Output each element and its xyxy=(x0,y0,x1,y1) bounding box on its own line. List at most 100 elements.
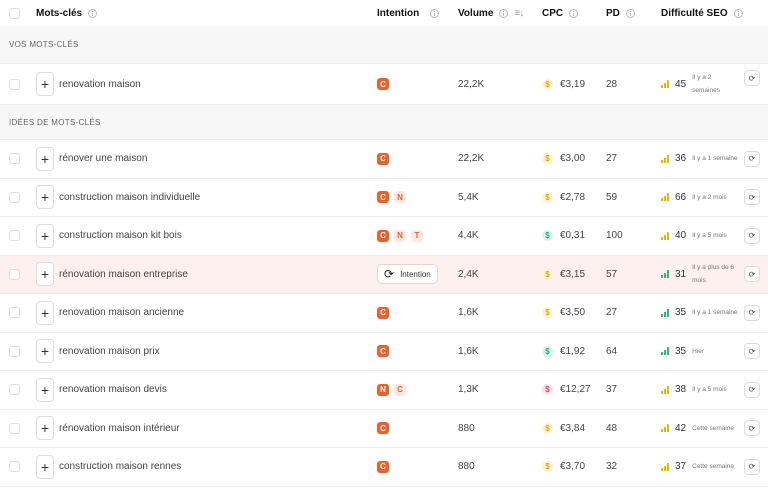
add-keyword-cell: + xyxy=(36,333,54,371)
updated-time: Hier xyxy=(692,347,705,355)
sort-descending-icon[interactable]: ≡↓ xyxy=(514,7,524,19)
intent-badge-c: C xyxy=(377,345,389,358)
intent-badge-n: N xyxy=(377,383,389,396)
keyword-text[interactable]: construction maison kit bois xyxy=(59,230,182,242)
refresh-button[interactable]: ⟳ xyxy=(744,304,760,321)
refresh-icon: ⟳ xyxy=(748,423,756,433)
refresh-button[interactable]: ⟳ xyxy=(744,420,760,437)
cpc-cell: $ €12,27 xyxy=(542,371,591,409)
add-keyword-button[interactable]: + xyxy=(36,185,54,210)
table-row[interactable]: + construction maison rennes C 880 $ €3,… xyxy=(0,448,768,487)
row-checkbox[interactable] xyxy=(9,307,20,319)
refresh-button[interactable]: ⟳ xyxy=(744,343,760,360)
column-pd-label: PD xyxy=(606,7,620,19)
column-seo-difficulty[interactable]: Difficulté SEO xyxy=(661,0,743,26)
add-keyword-button[interactable]: + xyxy=(36,416,54,441)
add-keyword-cell: + xyxy=(36,256,54,294)
row-checkbox[interactable] xyxy=(9,461,20,473)
refresh-button[interactable]: ⟳ xyxy=(744,381,760,398)
table-row[interactable]: + rénovation maison intérieur C 880 $ €3… xyxy=(0,409,768,448)
row-checkbox[interactable] xyxy=(9,345,20,357)
column-cpc-label: CPC xyxy=(542,7,564,19)
plus-icon: + xyxy=(40,343,50,360)
column-intent[interactable]: Intention xyxy=(377,0,440,26)
table-row[interactable]: + renovation maison C 22,2K $ €3,19 28 4… xyxy=(0,64,768,105)
add-keyword-button[interactable]: + xyxy=(36,300,54,325)
updated-time: Il y a 5 mois xyxy=(692,232,727,240)
refresh-button[interactable]: ⟳ xyxy=(744,150,760,167)
intent-badge-c: C xyxy=(377,306,389,319)
row-checkbox[interactable] xyxy=(9,153,20,165)
table-row[interactable]: + rénovation maison entreprise ⟳ Intentio… xyxy=(0,255,768,294)
row-checkbox[interactable] xyxy=(9,78,20,90)
volume-value: 880 xyxy=(458,461,475,473)
column-cpc[interactable]: CPC xyxy=(542,0,579,26)
refresh-button[interactable]: ⟳ xyxy=(744,458,760,475)
volume-value: 1,3K xyxy=(458,384,479,396)
add-keyword-button[interactable]: + xyxy=(36,339,54,364)
add-keyword-button[interactable]: + xyxy=(36,223,54,248)
row-checkbox[interactable] xyxy=(9,268,20,280)
info-icon[interactable] xyxy=(625,8,635,18)
row-checkbox[interactable] xyxy=(9,230,20,242)
info-icon[interactable] xyxy=(569,8,579,18)
table-row[interactable]: + renovation maison prix C 1,6K $ €1,92 … xyxy=(0,332,768,371)
refresh-button[interactable]: ⟳ xyxy=(744,266,760,283)
add-keyword-button[interactable]: + xyxy=(36,146,54,171)
keyword-text[interactable]: rénover une maison xyxy=(59,153,148,165)
info-icon[interactable] xyxy=(430,8,440,18)
volume-value: 22,2K xyxy=(458,78,485,90)
row-checkbox[interactable] xyxy=(9,384,20,396)
updated-time: Il y a plus de 6 mois xyxy=(692,264,735,285)
row-select-cell xyxy=(9,64,20,104)
keyword-text[interactable]: renovation maison xyxy=(59,78,141,90)
select-all-checkbox[interactable] xyxy=(9,7,20,19)
keyword-text[interactable]: construction maison rennes xyxy=(59,461,182,473)
keyword-text[interactable]: renovation maison devis xyxy=(59,384,167,396)
pd-value: 37 xyxy=(606,384,618,396)
column-keywords[interactable]: Mots-clés xyxy=(36,0,98,26)
table-row[interactable]: + renovation maison ancienne C 1,6K $ €3… xyxy=(0,294,768,333)
info-icon[interactable] xyxy=(733,8,743,18)
info-icon[interactable] xyxy=(88,8,98,18)
refresh-cell: ⟳ xyxy=(744,70,760,86)
cpc-value: €12,27 xyxy=(560,384,591,396)
keyword-text[interactable]: rénovation maison entreprise xyxy=(59,268,188,280)
refresh-button[interactable]: ⟳ xyxy=(744,70,760,86)
add-keyword-button[interactable]: + xyxy=(36,262,54,287)
keyword-text[interactable]: renovation maison prix xyxy=(59,345,160,357)
section-your-keywords: VOS MOTS-CLÉS xyxy=(0,26,768,64)
cpc-value: €0,31 xyxy=(560,230,586,242)
keyword-text[interactable]: rénovation maison intérieur xyxy=(59,422,180,434)
volume-value: 2,4K xyxy=(458,268,479,280)
row-checkbox[interactable] xyxy=(9,422,20,434)
add-keyword-button[interactable]: + xyxy=(36,377,54,402)
keyword-text[interactable]: construction maison individuelle xyxy=(59,191,201,203)
seo-difficulty-value: 40 xyxy=(675,230,687,242)
add-keyword-button[interactable]: + xyxy=(36,454,54,479)
row-select-cell xyxy=(9,140,20,178)
table-row[interactable]: + rénover une maison C 22,2K $ €3,00 27 … xyxy=(0,140,768,179)
cpc-value: €1,92 xyxy=(560,345,586,357)
column-pd[interactable]: PD xyxy=(606,0,635,26)
intent-cell: C xyxy=(377,333,389,371)
refresh-icon: ⟳ xyxy=(748,346,756,356)
column-volume-label: Volume xyxy=(458,7,494,19)
refresh-button[interactable]: ⟳ xyxy=(744,227,760,244)
keyword-text[interactable]: renovation maison ancienne xyxy=(59,307,185,319)
add-keyword-button[interactable]: + xyxy=(36,72,54,96)
row-checkbox[interactable] xyxy=(9,191,20,203)
seo-difficulty-value: 35 xyxy=(675,345,687,357)
row-select-cell xyxy=(9,410,20,448)
cpc-cell: $ €3,00 xyxy=(542,140,585,178)
fetch-intent-button[interactable]: ⟳ Intention xyxy=(377,264,438,285)
add-keyword-cell: + xyxy=(36,371,54,409)
seo-difficulty-value: 38 xyxy=(675,384,687,396)
column-volume[interactable]: Volume ≡↓ xyxy=(458,0,524,26)
info-icon[interactable] xyxy=(499,8,509,18)
difficulty-bars-icon xyxy=(661,308,669,317)
refresh-button[interactable]: ⟳ xyxy=(744,189,760,206)
